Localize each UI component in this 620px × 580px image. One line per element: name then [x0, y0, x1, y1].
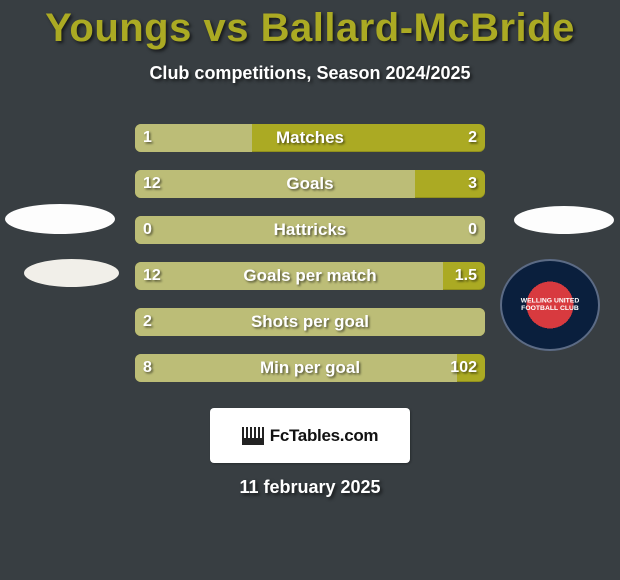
- brand-text: FcTables.com: [270, 426, 379, 446]
- right-player-club-badge: WELLING UNITED FOOTBALL CLUB: [500, 259, 600, 351]
- right-player-club-badge-text: WELLING UNITED FOOTBALL CLUB: [509, 298, 591, 313]
- stat-bar-row: 8Min per goal102: [135, 354, 485, 382]
- left-player-club-placeholder: [24, 259, 119, 287]
- comparison-title: Youngs vs Ballard-McBride: [0, 0, 620, 51]
- stat-label: Hattricks: [135, 216, 485, 244]
- stat-bar-row: 12Goals3: [135, 170, 485, 198]
- stat-label: Goals per match: [135, 262, 485, 290]
- stat-right-value: 1.5: [447, 262, 485, 290]
- stat-label: Shots per goal: [135, 308, 485, 336]
- left-player-avatar-placeholder: [5, 204, 115, 234]
- stat-bar-row: 12Goals per match1.5: [135, 262, 485, 290]
- stat-right-value: 2: [460, 124, 485, 152]
- brand-badge: FcTables.com: [210, 408, 410, 463]
- comparison-subtitle: Club competitions, Season 2024/2025: [0, 63, 620, 84]
- stat-bar-row: 2Shots per goal: [135, 308, 485, 336]
- stat-label: Min per goal: [135, 354, 485, 382]
- comparison-date: 11 february 2025: [0, 477, 620, 498]
- stat-bars-container: 1Matches2 12Goals3 0Hattricks0 12Goals per …: [135, 124, 485, 400]
- stat-label: Matches: [135, 124, 485, 152]
- right-player-avatar-placeholder: [514, 206, 614, 234]
- stat-label: Goals: [135, 170, 485, 198]
- stat-right-value: 3: [460, 170, 485, 198]
- stat-bar-row: 1Matches2: [135, 124, 485, 152]
- brand-chart-icon: [242, 427, 264, 445]
- stat-bar-row: 0Hattricks0: [135, 216, 485, 244]
- stat-right-value: 0: [460, 216, 485, 244]
- stat-right-value: 102: [442, 354, 485, 382]
